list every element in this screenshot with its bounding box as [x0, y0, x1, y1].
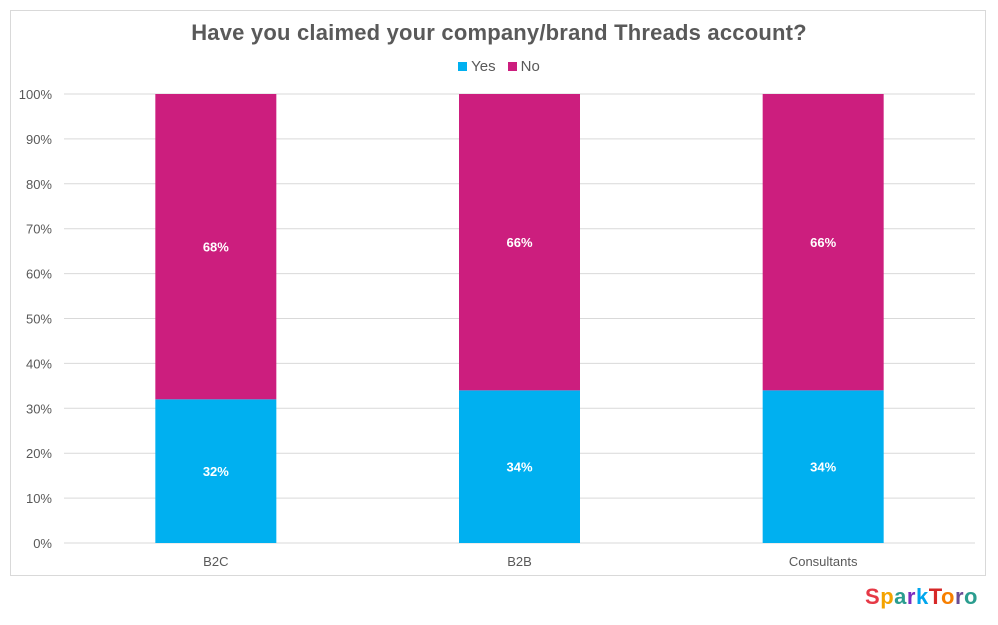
data-label: 66% — [810, 235, 836, 250]
legend-item-yes: Yes — [458, 58, 496, 75]
legend-swatch-no — [507, 62, 517, 71]
y-tick-label: 60% — [26, 267, 52, 282]
chart-title: Have you claimed your company/brand Thre… — [191, 20, 807, 45]
logo-letter: T — [928, 584, 942, 609]
legend-label-no: No — [520, 58, 540, 75]
logo-letter: r — [954, 584, 965, 609]
y-tick-label: 80% — [26, 177, 52, 192]
bar-yes — [762, 390, 884, 543]
x-tick-label: Consultants — [789, 554, 858, 569]
bar-no — [155, 94, 277, 400]
logo-letter: a — [894, 584, 907, 609]
logo-letter: S — [865, 584, 881, 609]
data-label: 34% — [810, 460, 836, 475]
data-label: 66% — [506, 235, 532, 250]
data-label: 68% — [203, 240, 229, 255]
logo-letter: o — [964, 584, 978, 609]
sparktoro-logo: SparkToro — [865, 584, 978, 610]
data-label: 34% — [506, 460, 532, 475]
legend-swatch-yes — [458, 62, 468, 71]
y-tick-label: 70% — [26, 222, 52, 237]
y-tick-label: 100% — [19, 87, 53, 102]
y-tick-label: 10% — [26, 491, 52, 506]
x-tick-label: B2C — [203, 554, 228, 569]
legend-label-yes: Yes — [471, 58, 496, 75]
logo-letter: k — [915, 584, 929, 609]
x-tick-label: B2B — [507, 554, 532, 569]
y-tick-label: 50% — [26, 312, 52, 327]
logo-letter: r — [906, 584, 916, 609]
bar-yes — [155, 399, 277, 543]
legend: Yes No — [0, 58, 998, 75]
bar-yes — [459, 390, 580, 543]
legend-item-no: No — [507, 58, 540, 75]
y-tick-label: 20% — [26, 446, 52, 461]
y-tick-label: 30% — [26, 401, 52, 416]
logo-letter: o — [941, 584, 955, 609]
bar-no — [459, 94, 580, 391]
bar-no — [762, 94, 884, 391]
y-tick-label: 0% — [33, 536, 52, 551]
logo-letter: p — [880, 584, 895, 609]
data-label: 32% — [203, 464, 229, 479]
y-tick-label: 90% — [26, 132, 52, 147]
y-tick-label: 40% — [26, 356, 52, 371]
